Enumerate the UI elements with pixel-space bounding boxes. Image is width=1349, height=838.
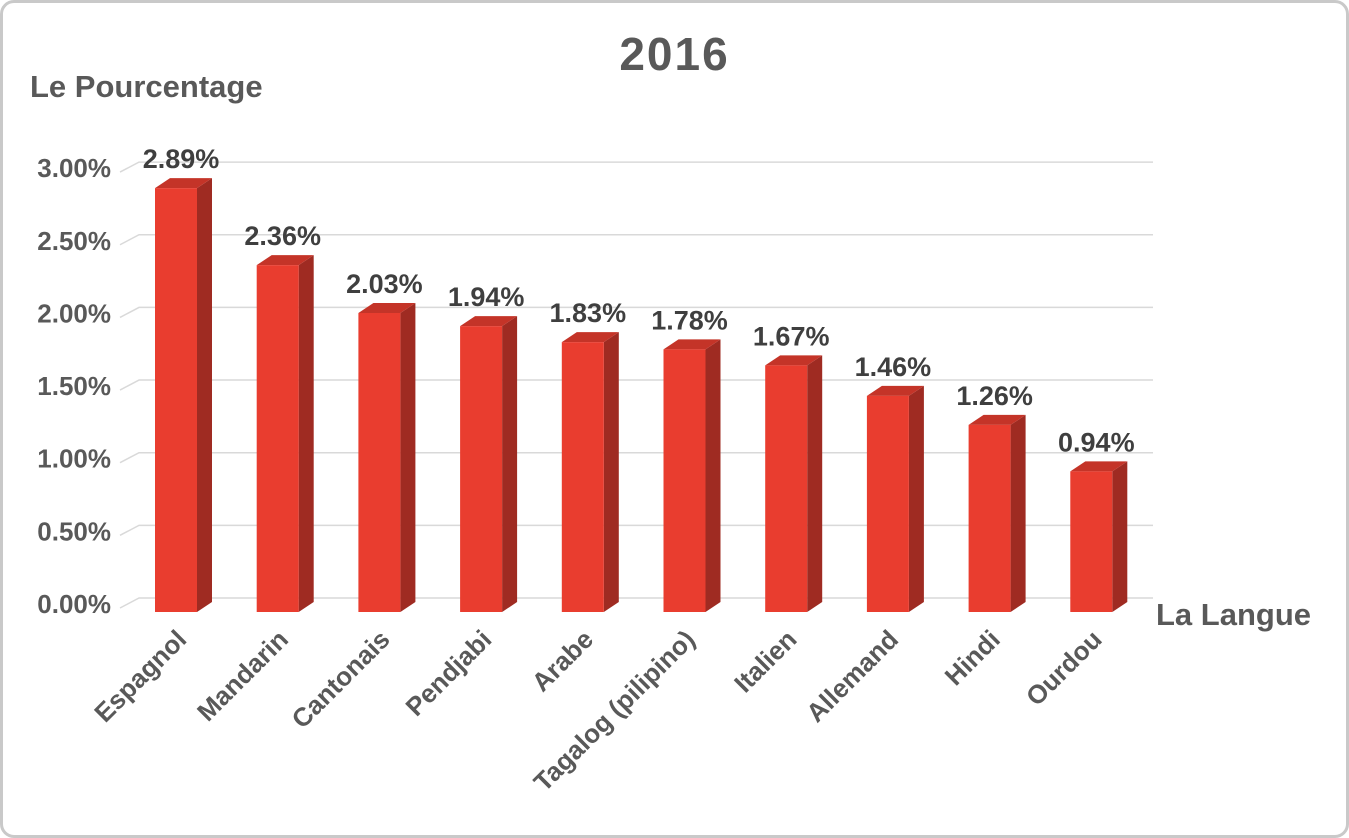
y-tick-label: 3.00% (37, 153, 111, 183)
bar-group-tagalog-pilipino (663, 339, 721, 612)
y-tick-label: 2.50% (37, 226, 111, 256)
bar-side-face (807, 355, 823, 612)
bar-top-face (1070, 461, 1128, 472)
bar-top-face (663, 339, 721, 350)
bar-group-italien (765, 355, 823, 612)
x-category-label: Italien (728, 624, 802, 698)
x-axis-title: La Langue (1156, 597, 1312, 632)
chart-canvas: 0.00% 0.50% 1.00% 1.50% 2.00% 2.50% 3.00% 2.89%… (37, 144, 1153, 797)
bar-value-label: 2.36% (244, 221, 321, 251)
x-category-label: Hindi (939, 624, 1006, 691)
bar-group-cantonais (358, 303, 416, 612)
bar-side-face (197, 178, 212, 612)
x-category-label: Arabe (526, 624, 599, 697)
gridline (119, 161, 1153, 173)
y-tick-label: 0.50% (37, 516, 111, 546)
bar-group-pendjabi (460, 316, 518, 612)
bar-top-face (358, 303, 416, 314)
bar-side-face (298, 255, 314, 613)
bar-front-face (765, 365, 808, 612)
bar-top-face (256, 255, 314, 266)
x-category-label: Espagnol (88, 624, 192, 728)
y-tick-label: 0.00% (37, 589, 111, 619)
x-category-label: Ourdou (1020, 624, 1108, 712)
bar-top-face (155, 178, 212, 189)
x-category-label: Mandarin (191, 624, 294, 727)
y-axis-title: Le Pourcentage (30, 69, 263, 104)
bar-front-face (561, 342, 604, 612)
bar-side-face (1112, 461, 1128, 612)
gridline (119, 234, 1153, 246)
bar-side-face (603, 332, 619, 612)
bar-group-allemand (866, 385, 924, 612)
bar-front-face (155, 188, 197, 612)
bar-front-face (968, 424, 1011, 612)
bar-group-ourdou (1070, 461, 1128, 612)
bar-side-face (1010, 414, 1026, 612)
chart-title: 2016 (619, 28, 730, 80)
bar-front-face (663, 349, 706, 612)
bar-value-label: 1.26% (956, 381, 1033, 411)
bar-group-mandarin (256, 255, 314, 613)
bar-top-face (460, 316, 518, 327)
bar-side-face (908, 385, 924, 612)
bar-side-face (502, 316, 518, 612)
bar-value-label: 2.03% (346, 269, 423, 299)
bar-value-label: 1.46% (855, 352, 932, 382)
bar-value-label: 1.67% (753, 321, 830, 351)
bar-side-face (400, 303, 416, 612)
y-tick-label: 2.00% (37, 298, 111, 328)
bar-front-face (460, 326, 503, 612)
bar-top-face (866, 385, 924, 396)
bar-front-face (358, 313, 401, 612)
x-category-label: Pendjabi (400, 624, 498, 722)
bar-front-face (866, 395, 909, 612)
bar-group-arabe (561, 332, 619, 612)
bar-top-face (765, 355, 823, 366)
y-tick-label: 1.50% (37, 371, 111, 401)
x-category-label: Allemand (800, 624, 904, 728)
y-tick-label: 1.00% (37, 444, 111, 474)
bar-group-hindi (968, 414, 1026, 612)
bar-side-face (705, 339, 721, 612)
gridline (119, 306, 1153, 319)
bar-front-face (256, 265, 299, 612)
bar-front-face (1070, 471, 1113, 612)
bar-value-label: 1.78% (651, 305, 728, 335)
bar-top-face (561, 332, 619, 343)
bar-value-label: 2.89% (143, 144, 220, 174)
bar-value-label: 0.94% (1058, 427, 1135, 457)
bar-group-espagnol (155, 178, 212, 612)
bar-top-face (968, 414, 1026, 425)
x-category-label: Cantonais (286, 624, 396, 734)
bar-value-label: 1.83% (550, 298, 627, 328)
bar-value-label: 1.94% (448, 282, 525, 312)
